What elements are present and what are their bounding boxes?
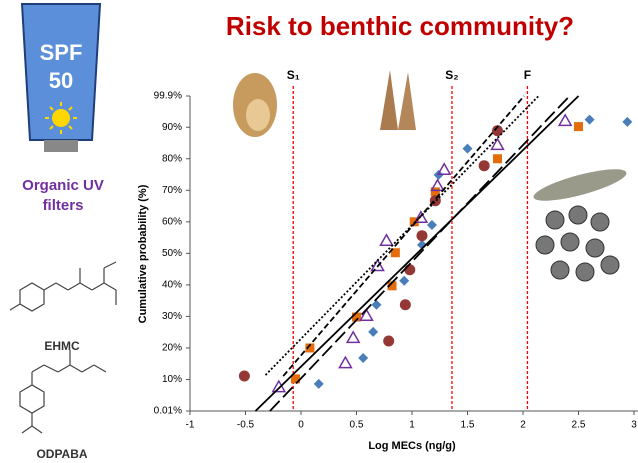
square-point [290,374,300,384]
y-tick-label: 20% [162,343,182,354]
y-tick-label: 70% [162,185,182,196]
fit-line [282,95,525,377]
x-tick-label: 3 [631,420,637,431]
x-tick-label: -1 [186,420,195,431]
fit-line [254,95,580,412]
sunscreen-tube: SPF 50 [20,3,102,152]
x-tick-label: 2 [520,420,526,431]
diamond-point [368,326,379,337]
reference-label: F [524,68,531,82]
molecule-label: ODPABA [36,447,87,461]
sun-rays [45,102,77,134]
triangle-point [413,210,429,223]
square-point [352,312,361,322]
x-tick-label: 0 [298,420,304,431]
triangle-point [557,113,573,127]
y-tick-label: 10% [162,374,182,385]
tube-cap [44,140,78,152]
caption-box: Organic UV filters [22,177,104,214]
eggs-photo [535,205,620,282]
reference-label: S₁ [287,68,300,82]
circle-point [491,125,503,137]
y-tick-label: 60% [162,216,182,227]
x-axis-label: Log MECs (ng/g) [368,440,456,452]
chart-title: Risk to benthic community? [226,11,574,41]
snail-photo [233,73,277,137]
diamond-point [584,114,595,125]
square-point [387,281,397,291]
fit-line [269,95,571,412]
x-tick-label: 0.5 [350,420,364,431]
tube-body [20,3,102,141]
caption: Organic UV filters [22,177,104,214]
molecule-odpaba [19,350,107,434]
fish-photo [533,169,627,201]
circle-point [478,160,490,172]
x-tick-label: 2.5 [572,420,586,431]
y-tick-label: 50% [162,248,182,259]
tube-number: 50 [49,68,73,93]
diamond-point [399,275,410,286]
y-tick-label: 0.01% [154,406,182,417]
y-axis-label: Cumulative probability (%) [137,184,149,323]
circle-point [238,370,250,382]
triangle-point [359,308,374,322]
square-point [492,154,502,164]
diamond-point [358,353,369,364]
square-point [390,248,400,258]
y-tick-label: 30% [162,311,182,322]
fit-line [264,95,540,376]
molecule-ehmc [9,261,117,312]
circle-point [416,230,428,242]
tube-brand: SPF [40,40,83,65]
y-tick-label: 99.9% [154,91,182,102]
y-tick-label: 90% [162,122,182,133]
circle-point [399,299,411,311]
triangle-point [345,330,361,344]
triangle-point [370,258,385,272]
y-tick-label: 80% [162,153,182,164]
diamond-point [462,143,473,154]
triangle-point [436,162,452,176]
triangle-point [338,355,353,369]
x-tick-label: 1 [409,420,415,431]
diamond-point [371,299,382,310]
x-tick-label: 1.5 [461,420,475,431]
reference-label: S₂ [445,68,458,82]
diamond-point [313,378,324,389]
square-point [305,343,315,353]
molecule-label: EHMC [44,339,80,353]
diamond-point [622,116,633,127]
square-point [574,122,583,132]
triangle-point [430,178,445,192]
circle-point [383,335,395,347]
y-tick-label: 40% [162,280,182,291]
square-point [430,187,440,197]
snail-photo [380,70,416,130]
triangle-point [271,379,287,393]
x-tick-label: -0.5 [237,420,255,431]
triangle-point [490,137,505,151]
circle-point [404,264,416,276]
diamond-point [426,219,437,230]
sun [52,109,70,127]
triangle-point [379,233,394,246]
